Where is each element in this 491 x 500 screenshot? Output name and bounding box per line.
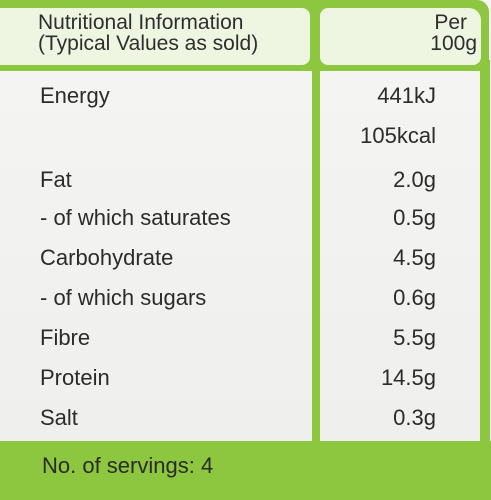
row-label: Fibre — [40, 325, 91, 350]
column-divider — [312, 64, 320, 445]
footer-band: No. of servings: 4 — [0, 441, 491, 500]
row-label: - of which sugars — [40, 285, 207, 310]
row-saturates: - of which saturates 0.5g — [0, 202, 480, 234]
row-value: 0.6g — [393, 285, 436, 310]
per-heading: Per 100g — [357, 12, 477, 54]
row-label: Carbohydrate — [40, 245, 174, 270]
right-border — [480, 60, 490, 445]
table-title: Nutritional Information (Typical Values … — [38, 12, 306, 54]
footer-cell — [0, 447, 481, 494]
row-salt: Salt 0.3g — [0, 402, 480, 434]
row-protein: Protein 14.5g — [0, 362, 480, 394]
per-line-1: Per — [434, 11, 467, 34]
row-energy-kcal: 105kcal — [0, 120, 480, 152]
per-line-2: 100g — [430, 32, 477, 55]
header-title-cell — [0, 8, 310, 65]
row-value: 0.5g — [393, 205, 436, 230]
row-fat: Fat 2.0g — [0, 164, 480, 196]
servings-text: No. of servings: 4 — [42, 453, 214, 478]
title-line-2: (Typical Values as sold) — [38, 32, 259, 55]
row-value: 105kcal — [360, 123, 436, 148]
header-band: Nutritional Information (Typical Values … — [0, 0, 489, 71]
title-line-1: Nutritional Information — [38, 11, 244, 34]
header-per-cell — [320, 8, 481, 65]
row-value: 2.0g — [393, 167, 436, 192]
row-label: Protein — [40, 365, 110, 390]
row-value: 5.5g — [393, 325, 436, 350]
row-value: 4.5g — [393, 245, 436, 270]
row-energy-kj: Energy 441kJ — [0, 80, 480, 112]
row-value: 14.5g — [380, 365, 436, 390]
row-fibre: Fibre 5.5g — [0, 322, 480, 354]
row-sugars: - of which sugars 0.6g — [0, 282, 480, 314]
row-label: - of which saturates — [40, 205, 231, 230]
row-label: Energy — [40, 83, 110, 108]
row-carbohydrate: Carbohydrate 4.5g — [0, 242, 480, 274]
row-value: 0.3g — [393, 405, 436, 430]
row-label: Salt — [40, 405, 78, 430]
row-value: 441kJ — [377, 83, 436, 108]
row-label: Fat — [40, 167, 72, 192]
